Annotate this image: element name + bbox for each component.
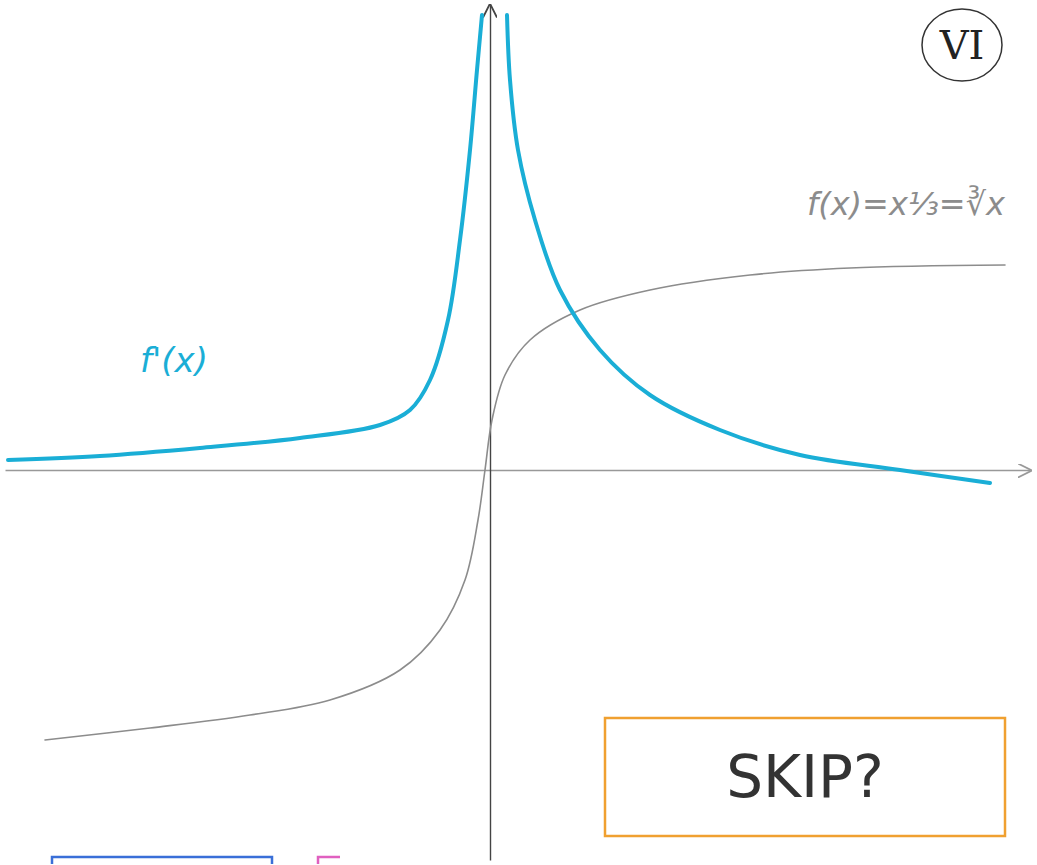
decor-box bbox=[52, 857, 272, 864]
annotation-label: SKIP? bbox=[726, 743, 884, 811]
x-axis bbox=[6, 470, 1031, 471]
decor-box bbox=[318, 857, 340, 864]
chart: f(x)=x⅓=∛x f'(x) VI SKIP? bbox=[0, 0, 1037, 865]
annotation-circle bbox=[922, 9, 1002, 81]
annotation-box bbox=[605, 718, 1005, 836]
curve-label: f(x)=x⅓=∛x bbox=[807, 185, 1006, 223]
x-axis-line bbox=[6, 470, 1031, 471]
curve-line bbox=[8, 15, 990, 483]
curve-line bbox=[45, 265, 1005, 740]
plot-area bbox=[8, 15, 1005, 740]
annotation-label: VI bbox=[939, 22, 985, 68]
curve-label: f'(x) bbox=[140, 340, 208, 380]
